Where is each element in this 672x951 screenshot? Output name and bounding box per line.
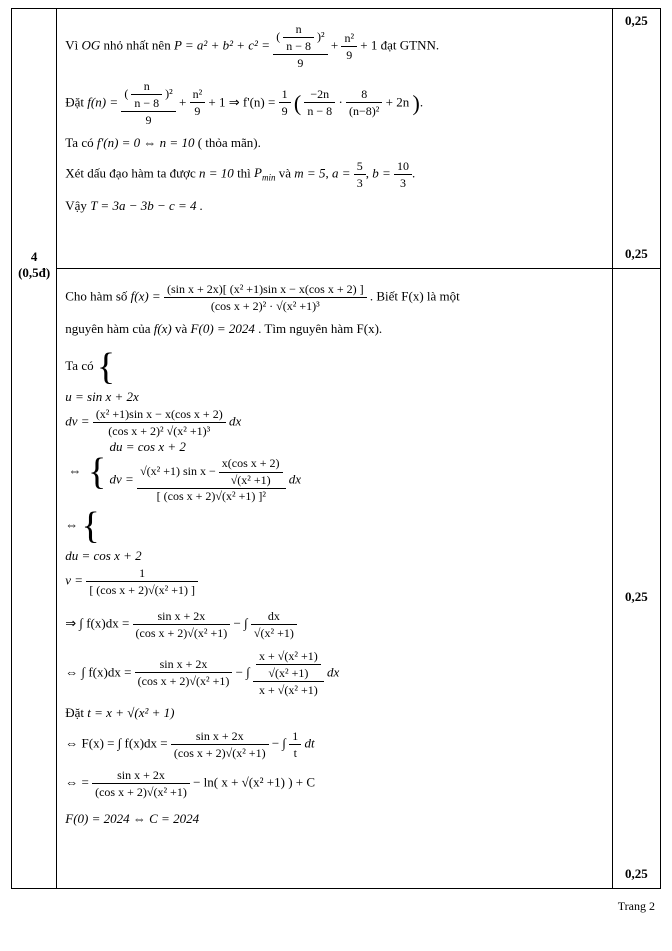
thi: thì: [237, 165, 254, 180]
v-num: 1: [86, 565, 198, 582]
nine: 9: [273, 55, 327, 71]
du-eq: du = cos x + 2: [110, 439, 186, 454]
text: đạt GTNN.: [381, 37, 440, 52]
final: F(0) = 2024 ⇔ C = 2024: [65, 811, 199, 826]
solution-part-2: Cho hàm số f(x) = (sin x + 2x)[ (x² +1)s…: [57, 269, 612, 889]
dt: dt: [304, 735, 314, 750]
a53: a =: [332, 165, 351, 180]
score-1: 0,25: [613, 13, 660, 29]
v-den: [ (cos x + 2)√(x² +1) ]: [86, 582, 198, 598]
pmin: P: [254, 165, 262, 180]
va: và: [175, 321, 191, 336]
dat: Đặt: [65, 94, 87, 109]
dash: − ∫: [236, 664, 250, 679]
equiv: ⇔: [69, 463, 82, 478]
fn: f(n) =: [87, 94, 118, 109]
equiv: ⇔: [65, 517, 78, 532]
dv-eq: dv =: [110, 472, 134, 487]
thoa: ( thỏa mãn).: [198, 135, 261, 150]
nine: 9: [341, 47, 357, 63]
dv-den: (cos x + 2)² √(x² +1)³: [93, 423, 226, 439]
xet: Xét dấu đạo hàm ta được: [65, 165, 199, 180]
t: t: [289, 745, 301, 761]
problem-points: (0,5đ): [12, 265, 56, 281]
var-og: OG: [82, 37, 101, 52]
dash: − ∫: [234, 616, 248, 631]
n8: n − 8: [283, 38, 314, 54]
m5: m = 5: [294, 165, 325, 180]
taco: Ta có: [65, 135, 97, 150]
ln-pre: ⇔ =: [65, 775, 89, 790]
main-num: sin x + 2x: [133, 608, 231, 625]
main-den: (cos x + 2)√(x² +1): [133, 625, 231, 641]
plus2n: + 2n: [386, 94, 410, 109]
vay: Vậy: [65, 198, 90, 213]
dx-den: √(x² +1): [251, 625, 297, 641]
text: Vì: [65, 37, 81, 52]
one: 1: [289, 728, 301, 745]
T: T = 3a − 3b − c = 4 .: [90, 198, 203, 213]
inner-den: x + √(x² +1): [253, 682, 324, 698]
u-eq: u = sin x + 2x: [65, 389, 139, 404]
score-3: 0,25: [613, 589, 660, 605]
fx-eq: f(x) =: [131, 289, 161, 304]
fx: f(x): [154, 321, 172, 336]
min-sub: min: [262, 173, 276, 183]
cho: Cho hàm số: [65, 289, 130, 304]
f0: F(0) = 2024: [191, 321, 255, 336]
score-4: 0,25: [613, 866, 660, 882]
dx: dx: [229, 414, 241, 429]
top-num: (sin x + 2x)[ (x² +1)sin x − x(cos x + 2…: [164, 281, 367, 298]
du2-top: √(x² +1) sin x −: [140, 464, 216, 478]
int-fx: ⇒ ∫ f(x)dx =: [65, 616, 129, 631]
solution-part-1: Vì OG nhỏ nhất nên P = a² + b² + c² = ( …: [57, 9, 612, 269]
biet: . Biết F(x) là một: [370, 289, 460, 304]
du2-den: [ (cos x + 2)√(x² +1) ]²: [137, 489, 285, 505]
score-2: 0,25: [613, 246, 660, 262]
expr: P = a² + b² + c² =: [174, 37, 270, 52]
solution-table: 4 (0,5đ) Vì OG nhỏ nhất nên P = a² + b² …: [11, 8, 661, 889]
problem-number-cell: 4 (0,5đ): [12, 9, 57, 889]
arrow: ⇒ f'(n) =: [229, 94, 276, 109]
fp0: f'(n) = 0 ⇔ n = 10: [97, 135, 195, 150]
text: nhỏ nhất nên: [104, 37, 174, 52]
Fx: ⇔ F(x) = ∫ f(x)dx =: [65, 735, 167, 750]
b103: b =: [372, 165, 391, 180]
n2: n²: [341, 30, 357, 47]
inner-num: x + √(x² +1): [256, 648, 321, 665]
dat: Đặt: [65, 705, 87, 720]
du-eq: du = cos x + 2: [65, 548, 141, 563]
score-cell-2: 0,25 0,25: [612, 269, 660, 889]
dash: − ∫: [272, 735, 286, 750]
n10: n = 10: [199, 165, 234, 180]
t-eq: t = x + √(x² + 1): [87, 705, 174, 720]
plus-c: + C: [296, 775, 315, 790]
va: và: [279, 165, 295, 180]
dx: dx: [289, 472, 301, 487]
score-cell-1: 0,25 0,25: [612, 9, 660, 269]
v-eq: v =: [65, 573, 83, 588]
nguyen: nguyên hàm của: [65, 321, 153, 336]
tim: . Tìm nguyên hàm F(x).: [258, 321, 382, 336]
plus-one: + 1: [360, 37, 377, 52]
taco: Ta có: [65, 358, 93, 373]
problem-number: 4: [12, 249, 56, 265]
inner-mid: √(x² +1): [256, 665, 321, 681]
dx-num: dx: [251, 608, 297, 625]
dv-eq: dv =: [65, 414, 89, 429]
page-footer: Trang 2: [11, 899, 661, 914]
top-den: (cos x + 2)² · √(x² +1)³: [164, 298, 367, 314]
ln: − ln( x + √(x² +1) ): [193, 775, 292, 790]
dv-num: (x² +1)sin x − x(cos x + 2): [93, 406, 226, 423]
n: n: [283, 21, 314, 38]
equiv-fx: ⇔ ∫ f(x)dx =: [65, 664, 131, 679]
